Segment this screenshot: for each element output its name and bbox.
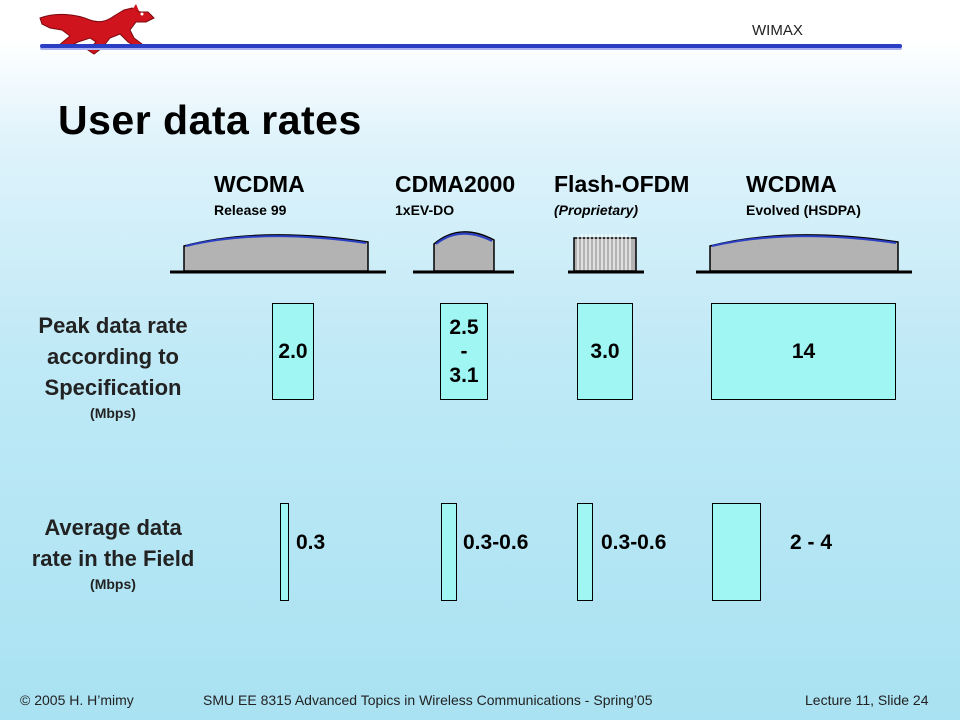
average-row-label: Average data rate in the Field (Mbps)	[0, 512, 226, 594]
peak-rate-box-flash-ofdm: 3.0	[577, 303, 633, 400]
spectrum-diagram	[170, 231, 912, 274]
peak-rate-box-wcdma-hsdpa: 14	[711, 303, 896, 400]
avg-rate-box-cdma2000	[441, 503, 457, 601]
spectrum-flash-ofdm-icon	[568, 234, 644, 274]
avg-rate-value-wcdma-r99: 0.3	[296, 531, 326, 554]
footer-course: SMU EE 8315 Advanced Topics in Wireless …	[203, 692, 653, 708]
peak-rate-value: 3.0	[590, 339, 620, 363]
mustang-logo-icon	[39, 4, 155, 55]
spectrum-wcdma-hsdpa-icon	[696, 234, 912, 274]
peak-rate-value: 2.0	[278, 339, 308, 363]
slide-title: User data rates	[58, 97, 362, 143]
spectrum-wcdma-r99-icon	[170, 234, 386, 274]
average-label-line-1: Average data	[44, 515, 182, 540]
tech-sub-cdma2000: 1xEV-DO	[395, 202, 455, 218]
tech-sub-flash-ofdm: (Proprietary)	[554, 202, 639, 218]
peak-row-label: Peak data rate according to Specificatio…	[0, 310, 226, 423]
average-label-line-2: rate in the Field	[31, 546, 195, 571]
avg-rate-value-flash-ofdm: 0.3-0.6	[601, 531, 667, 554]
footer-slide-number: Lecture 11, Slide 24	[805, 692, 929, 708]
peak-label-line-3: Specification	[44, 375, 182, 400]
peak-label-unit: (Mbps)	[90, 405, 136, 421]
tech-sub-wcdma-r99: Release 99	[214, 202, 287, 218]
tech-name-wcdma-hsdpa: WCDMA	[746, 171, 837, 197]
header-rule	[40, 44, 902, 48]
peak-rate-box-wcdma-r99: 2.0	[272, 303, 314, 400]
tech-name-wcdma-r99: WCDMA	[214, 171, 305, 197]
tech-name-cdma2000: CDMA2000	[395, 171, 516, 197]
peak-rate-value: 2.5 - 3.1	[449, 315, 479, 387]
avg-rate-box-wcdma-hsdpa	[712, 503, 761, 601]
avg-rate-box-flash-ofdm	[577, 503, 593, 601]
peak-label-line-2: according to	[46, 344, 179, 369]
average-label-unit: (Mbps)	[90, 576, 136, 592]
slide-topic: WIMAX	[752, 22, 803, 39]
avg-rate-value-cdma2000: 0.3-0.6	[463, 531, 529, 554]
spectrum-cdma2000-icon	[413, 231, 514, 274]
tech-name-flash-ofdm: Flash-OFDM	[554, 171, 690, 197]
avg-rate-box-wcdma-r99	[280, 503, 289, 601]
tech-sub-wcdma-hsdpa: Evolved (HSDPA)	[746, 202, 861, 218]
peak-rate-box-cdma2000: 2.5 - 3.1	[440, 303, 488, 400]
peak-label-line-1: Peak data rate	[38, 313, 188, 338]
peak-rate-value: 14	[791, 339, 816, 363]
avg-rate-value-wcdma-hsdpa: 2 - 4	[790, 531, 833, 554]
footer-copyright: © 2005 H. H’mimy	[20, 692, 134, 708]
